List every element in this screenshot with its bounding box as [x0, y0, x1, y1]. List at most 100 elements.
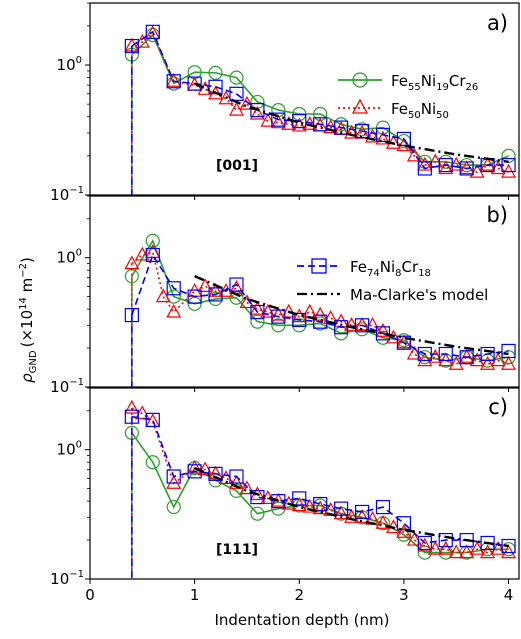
data-point-fe50 — [427, 540, 443, 555]
data-point-fe50 — [166, 475, 182, 489]
data-point-fe50 — [312, 306, 328, 321]
series-line-model — [194, 467, 509, 548]
data-point-fe74 — [229, 277, 244, 292]
data-point-fe74 — [334, 501, 349, 516]
data-point-fe74 — [501, 157, 516, 173]
data-point-fe50 — [490, 540, 506, 555]
data-point-fe74 — [396, 335, 412, 350]
data-point-fe50 — [490, 160, 506, 175]
data-point-fe74 — [459, 161, 474, 176]
x-tick-label: 2 — [294, 586, 304, 604]
data-point-fe50 — [197, 461, 213, 476]
y-tick-label-upper: 100 — [57, 248, 82, 267]
data-point-fe74 — [187, 289, 202, 304]
data-point-fe74 — [438, 346, 453, 362]
data-point-fe50 — [228, 475, 244, 489]
x-tick-label: 0 — [85, 586, 95, 604]
data-point-fe74 — [145, 412, 160, 427]
data-point-fe50 — [208, 283, 224, 297]
data-point-fe74 — [124, 409, 139, 424]
data-point-fe55 — [166, 499, 181, 515]
data-point-fe74 — [124, 38, 139, 54]
y-tick-label-lower: 10−1 — [50, 185, 84, 204]
x-tick-label: 4 — [504, 586, 514, 604]
y-axis-label: ρGND(×1014 m−2) — [18, 257, 39, 383]
data-point-fe50 — [239, 95, 255, 110]
panel-a: 100 10−1 — [50, 2, 520, 204]
data-point-fe50 — [187, 459, 203, 474]
data-point-fe50 — [344, 509, 360, 523]
data-point-fe50 — [208, 465, 224, 480]
panel-b: 100 10−1 — [50, 195, 520, 396]
panel-label-a: a) — [487, 11, 508, 35]
data-point-fe74 — [354, 318, 370, 333]
data-point-fe74 — [438, 532, 453, 548]
data-point-fe50 — [249, 105, 265, 120]
data-point-fe55 — [208, 65, 223, 80]
data-point-fe50 — [218, 470, 234, 484]
data-point-fe50 — [166, 303, 182, 318]
data-point-fe74 — [375, 499, 391, 515]
data-point-fe50 — [291, 117, 307, 132]
x-axis-label: Indentation depth (nm) — [214, 611, 389, 629]
data-point-fe74 — [292, 491, 307, 506]
data-point-fe50 — [448, 544, 464, 559]
series-line-fe55 — [131, 33, 509, 166]
data-point-fe50 — [490, 352, 506, 367]
data-point-fe74 — [438, 157, 453, 173]
data-point-fe50 — [501, 355, 517, 370]
annotation-111: [111] — [216, 542, 258, 558]
data-point-fe50 — [344, 124, 360, 139]
data-point-fe50 — [155, 288, 171, 303]
annotation-001: [001] — [216, 158, 258, 174]
data-point-fe55 — [396, 527, 412, 542]
data-point-fe50 — [459, 544, 475, 559]
x-tick-label: 3 — [399, 586, 409, 604]
y-tick-label-lower: 10−1 — [50, 377, 84, 396]
data-point-fe50 — [228, 101, 244, 116]
data-point-fe50 — [375, 514, 391, 529]
data-point-fe55 — [313, 106, 328, 122]
y-tick-label-lower: 10−1 — [50, 569, 84, 588]
data-point-fe50 — [166, 72, 182, 87]
plot-frame-1 — [89, 2, 520, 196]
data-point-fe74 — [166, 469, 181, 484]
data-point-fe50 — [438, 352, 454, 367]
data-point-fe74 — [396, 131, 412, 147]
data-point-fe74 — [375, 326, 391, 341]
data-point-fe50 — [480, 156, 496, 171]
data-point-fe50 — [480, 355, 496, 370]
legend-b: Fe74Ni8Cr18 Ma-Clarke's model — [297, 258, 488, 304]
data-point-fe74 — [354, 124, 370, 139]
panel-label-b: b) — [486, 203, 508, 227]
data-point-fe50 — [438, 540, 454, 555]
data-point-fe50 — [239, 480, 255, 495]
legend-item-fe50: Fe50Ni50 — [391, 100, 449, 121]
data-point-fe74 — [124, 307, 139, 323]
data-point-fe74 — [166, 74, 181, 89]
data-point-fe50 — [134, 33, 150, 48]
series-line-model — [194, 82, 509, 164]
legend-item-fe74: Fe74Ni8Cr18 — [350, 258, 431, 279]
data-point-fe50 — [448, 156, 464, 171]
plot-frame-2 — [89, 195, 520, 388]
data-point-fe50 — [469, 352, 485, 367]
data-point-fe50 — [344, 317, 360, 331]
data-point-fe50 — [218, 90, 234, 105]
data-point-fe50 — [417, 156, 433, 171]
data-point-fe50 — [197, 278, 213, 292]
data-point-fe74 — [501, 538, 516, 554]
data-point-fe50 — [134, 246, 150, 261]
data-point-fe55 — [250, 314, 265, 329]
data-point-fe74 — [166, 281, 181, 296]
plot-frame-3 — [89, 387, 520, 580]
legend-item-model: Ma-Clarke's model — [350, 286, 488, 304]
data-point-fe50 — [354, 317, 370, 331]
data-point-fe50 — [281, 495, 297, 510]
data-point-fe50 — [480, 544, 496, 559]
data-point-fe74 — [501, 343, 516, 359]
data-point-fe50 — [385, 329, 401, 344]
data-point-fe50 — [333, 505, 349, 520]
data-point-fe74 — [396, 516, 412, 531]
data-point-fe74 — [480, 346, 495, 362]
